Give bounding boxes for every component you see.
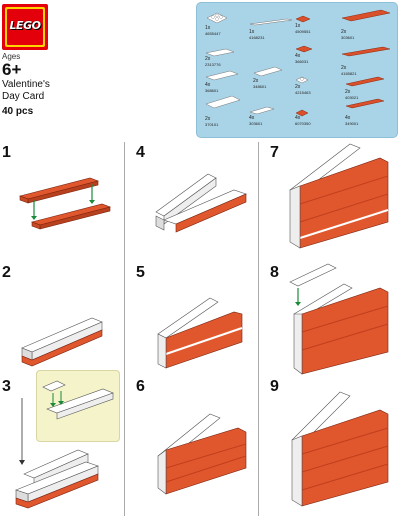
part-code: 366031 [295, 59, 309, 64]
logo-text: LEGO [9, 19, 41, 32]
part-item: 4x 303601 [249, 103, 275, 126]
part-code: 368601 [205, 88, 219, 93]
part-item: 2x 4215463 [295, 73, 311, 95]
column-separator [124, 142, 125, 516]
part-item: 1x 4655447 [205, 11, 229, 36]
part-code: 4215463 [295, 90, 311, 95]
part-item: 2x 348601 [253, 65, 283, 89]
part-code: 349001 [345, 121, 359, 126]
step-number-8: 8 [270, 264, 279, 281]
part-code: 4165821 [341, 71, 357, 76]
part-qty: 1x [249, 29, 255, 35]
sub-assembly-callout [36, 370, 120, 442]
step-number-4: 4 [136, 144, 145, 161]
part-item: 1x 4509551 [295, 11, 311, 34]
step-5-illustration [157, 297, 243, 369]
step-number-7: 7 [270, 144, 279, 161]
step-1-illustration [19, 177, 111, 230]
part-qty: 2x [205, 116, 211, 122]
part-qty: 2x [295, 84, 301, 90]
tile-red-small-icon [295, 109, 309, 117]
step-8-illustration [289, 263, 389, 375]
part-code: 6070350 [295, 121, 311, 126]
part-code: 303601 [249, 121, 263, 126]
part-qty: 4x [345, 115, 351, 121]
plate-red-long-icon [341, 46, 391, 57]
step-number-1: 1 [2, 144, 11, 161]
part-item: 4x 368601 [205, 69, 239, 93]
step-2-illustration [21, 317, 103, 367]
part-item: 2x 4165821 [341, 45, 391, 76]
step-number-3: 3 [2, 378, 11, 395]
part-qty: 2x [341, 29, 347, 35]
column-separator [258, 142, 259, 516]
ages-label: Ages [2, 52, 21, 61]
part-item: 2x 403021 [345, 75, 385, 100]
step-number-9: 9 [270, 378, 279, 395]
tile-red-icon [295, 45, 313, 53]
step-number-5: 5 [136, 264, 145, 281]
part-code: 4509551 [295, 29, 311, 34]
ages-value: 6+ [2, 60, 22, 79]
hinge-icon [295, 76, 309, 84]
tile-red-icon [295, 15, 311, 23]
part-code: 2313776 [205, 62, 221, 67]
part-qty: 4x [295, 53, 301, 59]
part-code: 4168231 [249, 35, 265, 40]
set-info: Ages 6+ Valentine's Day Card 40 pcs [2, 52, 92, 117]
plate-red-icon [345, 76, 385, 87]
step-6-illustration [157, 413, 247, 495]
step-number-2: 2 [2, 264, 11, 281]
part-qty: 2x [345, 89, 351, 95]
brick-white-icon [249, 106, 275, 115]
parts-list: 1x 4655447 2x 2313776 4x 368601 2x 37010… [196, 2, 398, 138]
brick-white-icon [205, 95, 241, 109]
part-code: 4655447 [205, 31, 221, 36]
set-title-line-1: Valentine's [2, 79, 50, 90]
callout-illustration [42, 380, 114, 420]
part-qty: 2x [341, 65, 347, 71]
part-qty: 4x [295, 115, 301, 121]
part-item: 4x 6070350 [295, 105, 311, 126]
part-code: 348601 [253, 84, 267, 89]
part-code: 303601 [341, 35, 355, 40]
part-qty: 2x [253, 78, 259, 84]
step-number-6: 6 [136, 378, 145, 395]
part-qty: 1x [205, 25, 211, 31]
part-item: 4x 366031 [295, 41, 313, 64]
step-7-illustration [289, 143, 389, 249]
part-item: 2x 370101 [205, 95, 241, 127]
plate-red-icon [345, 98, 385, 109]
part-qty: 4x [205, 82, 211, 88]
part-item: 4x 349001 [345, 97, 385, 126]
part-item: 2x 2313776 [205, 45, 235, 67]
brick-white-icon [253, 66, 283, 77]
piece-count: 40 pcs [2, 106, 34, 117]
part-code: 370101 [205, 122, 219, 127]
part-item: 1x 4168231 [249, 13, 293, 40]
brick-plate-round-icon [206, 12, 228, 24]
step-9-illustration [291, 391, 389, 507]
plate-white-long-icon [249, 18, 293, 26]
part-qty: 2x [205, 56, 211, 62]
brick-white-icon [205, 70, 239, 81]
part-qty: 4x [249, 115, 255, 121]
step-3-illustration [15, 398, 99, 509]
part-code: 403021 [345, 95, 359, 100]
step-4-illustration [155, 173, 247, 233]
part-item: 2x 303601 [341, 9, 391, 40]
part-qty: 1x [295, 23, 301, 29]
brick-red-long-icon [341, 9, 391, 22]
brick-white-icon [205, 48, 235, 57]
set-title-line-2: Day Card [2, 91, 45, 102]
lego-logo: LEGO [2, 4, 48, 50]
